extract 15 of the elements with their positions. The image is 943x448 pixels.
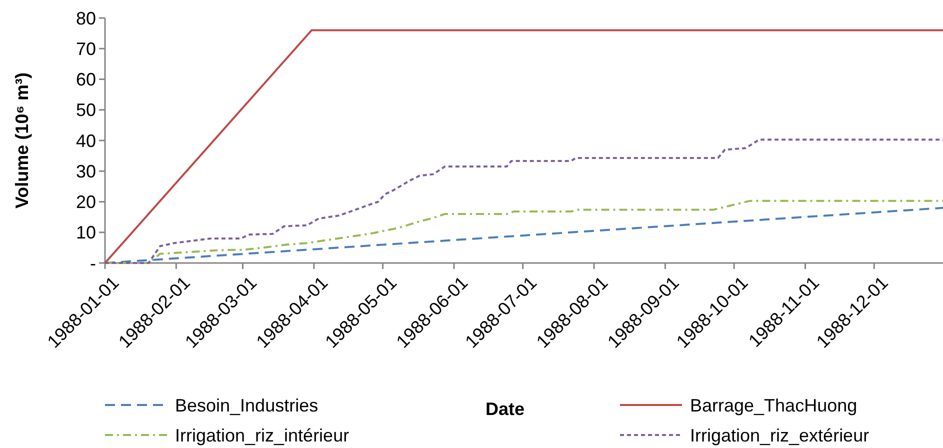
y-tick-label: 40 (76, 130, 96, 151)
y-tick-label: 60 (76, 70, 96, 90)
y-axis-title: Volume (10⁶ m³) (12, 72, 32, 208)
legend-label: Irrigation_riz_intérieur (175, 425, 350, 446)
y-tick-label: 50 (76, 100, 96, 120)
legend-label: Barrage_ThacHuong (690, 395, 858, 416)
y-tick-label: 80 (76, 8, 96, 28)
legend-label: Besoin_Industries (175, 395, 318, 416)
y-tick-label: 70 (76, 38, 96, 59)
y-tick-label: 30 (76, 161, 96, 182)
y-tick-label: 20 (76, 192, 96, 212)
y-tick-label: 10 (76, 222, 96, 243)
x-axis-title: Date (485, 399, 525, 419)
y-tick-label: - (90, 253, 96, 274)
legend-label: Irrigation_riz_extérieur (690, 425, 870, 446)
